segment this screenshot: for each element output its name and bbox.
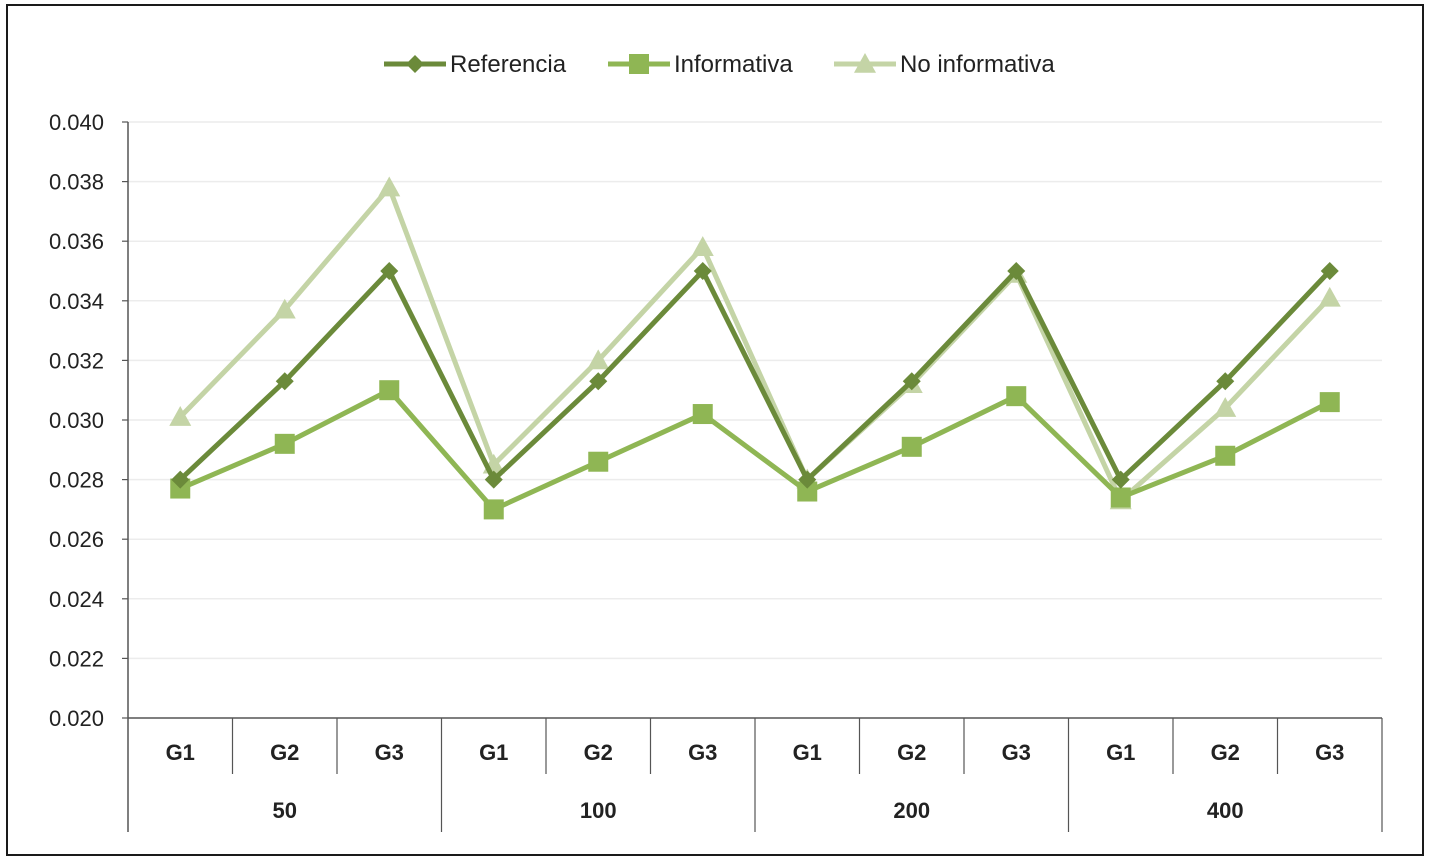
data-point <box>1110 487 1131 508</box>
data-point <box>275 372 294 391</box>
data-point <box>1111 470 1130 489</box>
series-informativa <box>170 380 1340 520</box>
data-point <box>1319 392 1340 413</box>
data-point <box>691 236 714 256</box>
data-point <box>1216 372 1235 391</box>
data-point <box>1214 397 1237 417</box>
series-no-informativa <box>169 176 1341 510</box>
data-point <box>1006 386 1027 407</box>
x-group-label: 50 <box>273 798 297 823</box>
x-category-label: G1 <box>479 740 508 765</box>
y-tick-label: 0.034 <box>49 289 104 314</box>
series-line <box>178 185 1332 503</box>
x-category-label: G1 <box>793 740 822 765</box>
legend-swatch-marker <box>854 53 876 73</box>
series-line <box>178 268 1332 483</box>
data-point <box>483 499 504 520</box>
legend-item: Informativa <box>608 51 793 78</box>
data-point <box>169 406 192 426</box>
axes <box>122 121 1383 832</box>
x-category-label: G3 <box>688 740 717 765</box>
data-point <box>1318 286 1341 307</box>
data-point <box>274 433 295 454</box>
data-point <box>692 404 713 425</box>
legend-label: No informativa <box>900 51 1055 78</box>
y-tick-label: 0.022 <box>49 646 104 671</box>
y-tick-label: 0.032 <box>49 348 104 373</box>
data-point <box>171 470 190 489</box>
gridlines <box>128 121 1382 660</box>
x-category-label: G1 <box>166 740 195 765</box>
x-category-label: G3 <box>1002 740 1031 765</box>
data-point <box>588 451 609 472</box>
data-point <box>1215 445 1236 466</box>
series-line <box>179 387 1331 512</box>
y-tick-label: 0.020 <box>49 706 104 731</box>
data-point <box>273 298 296 319</box>
y-tick-label: 0.024 <box>49 587 104 612</box>
y-tick-label: 0.040 <box>49 110 104 135</box>
data-point <box>797 481 818 502</box>
data-point <box>1007 262 1026 280</box>
line-chart: 0.040 0.038 0.036 0.034 0.032 0.030 0.028 0.026… <box>49 51 1383 832</box>
legend: Referencia Informativa No informativa <box>384 51 1055 78</box>
data-point <box>379 380 400 401</box>
legend-label: Referencia <box>450 51 567 78</box>
y-tick-label: 0.026 <box>49 527 104 552</box>
x-category-label: G2 <box>897 740 926 765</box>
legend-item: No informativa <box>834 51 1055 78</box>
legend-swatch-marker <box>629 54 649 74</box>
legend-item: Referencia <box>384 51 567 78</box>
data-point <box>901 436 922 457</box>
x-category-label: G2 <box>1211 740 1240 765</box>
data-point <box>484 470 503 489</box>
data-point <box>693 262 712 280</box>
y-tick-label: 0.028 <box>49 468 104 493</box>
x-category-label: G3 <box>375 740 404 765</box>
legend-swatch-marker <box>406 55 424 73</box>
x-group-label: 400 <box>1207 798 1244 823</box>
data-point <box>380 262 399 280</box>
data-point <box>1320 262 1339 280</box>
x-category-label: G2 <box>584 740 613 765</box>
y-tick-label: 0.036 <box>49 229 104 254</box>
chart-frame: 0.040 0.038 0.036 0.034 0.032 0.030 0.028 0.026… <box>6 4 1424 856</box>
x-group-label: 200 <box>893 798 930 823</box>
x-axis-categories: G1 G2 G3 G1 G2 G3 G1 G2 G3 G1 G2 G3 50 100 200 400 <box>166 740 1345 823</box>
x-category-label: G2 <box>270 740 299 765</box>
data-point <box>798 470 817 489</box>
series-referencia <box>171 262 1339 489</box>
y-tick-label: 0.038 <box>49 170 104 195</box>
y-axis-ticks: 0.040 0.038 0.036 0.034 0.032 0.030 0.028 0.026… <box>49 110 104 731</box>
x-category-label: G1 <box>1106 740 1135 765</box>
x-category-label: G3 <box>1315 740 1344 765</box>
data-point <box>378 176 401 197</box>
data-point <box>587 349 610 370</box>
y-tick-label: 0.030 <box>49 408 104 433</box>
data-point <box>902 372 921 391</box>
data-point <box>589 372 608 391</box>
series-lines <box>169 176 1341 520</box>
x-group-label: 100 <box>580 798 617 823</box>
legend-label: Informativa <box>674 51 793 78</box>
